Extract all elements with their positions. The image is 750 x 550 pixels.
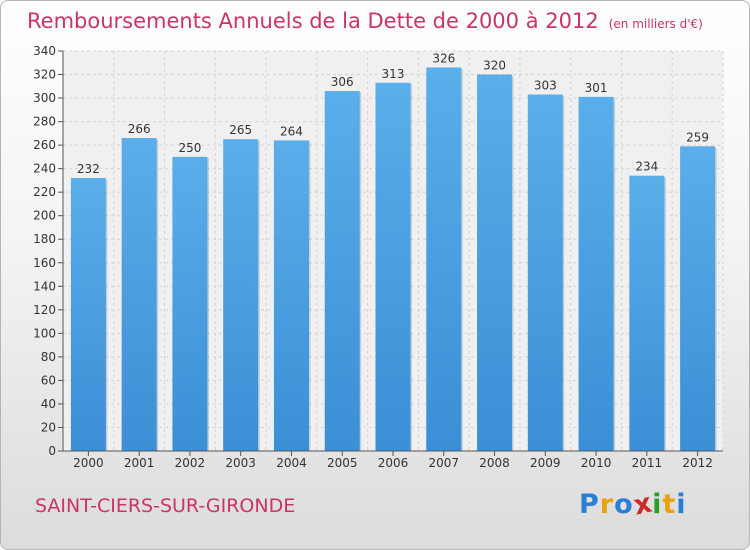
x-tick-label: 2011 [632,456,663,470]
bar-value-label: 320 [483,59,506,73]
bars: 232 266 250 265 264 306 313 326 320 303 301 234 259 [70,51,717,452]
y-tick-label: 240 [33,162,56,176]
bar-value-label: 306 [331,75,354,89]
bar [324,91,360,451]
logo-letter: o [614,489,634,520]
bar-value-label: 264 [280,124,303,138]
chart-title-text: Remboursements Annuels de la Dette de 20… [27,9,599,33]
y-tick-label: 200 [33,209,56,223]
y-tick-label: 320 [33,68,56,82]
y-tick-label: 300 [33,91,56,105]
x-tick-label: 2009 [530,456,561,470]
x-tick-label: 2008 [479,456,510,470]
bar-value-label: 234 [635,160,658,174]
x-tick-label: 2007 [428,456,459,470]
y-tick-label: 0 [48,444,56,458]
bar [70,178,106,451]
y-tick-label: 40 [41,397,56,411]
chart-title: Remboursements Annuels de la Dette de 20… [27,9,703,33]
bar-value-label: 250 [178,141,201,155]
logo-letter: P [579,489,600,520]
bar-value-label: 259 [686,130,709,144]
bar-value-label: 313 [382,67,405,81]
y-tick-label: 180 [33,232,56,246]
bar-value-label: 266 [128,122,151,136]
x-tick-label: 2003 [225,456,256,470]
x-tick-label: 2001 [124,456,155,470]
y-tick-label: 80 [41,350,56,364]
commune-name: SAINT-CIERS-SUR-GIRONDE [35,495,296,517]
logo-letter: i [652,489,663,520]
x-tick-label: 2010 [581,456,612,470]
bar-value-label: 232 [77,162,100,176]
bar-value-label: 303 [534,79,557,93]
bar [477,74,513,451]
y-tick-label: 260 [33,138,56,152]
bar-value-label: 326 [432,51,455,65]
x-tick-label: 2006 [378,456,409,470]
y-tick-label: 220 [33,185,56,199]
bar-value-label: 301 [585,81,608,95]
bar [629,175,665,452]
proxiti-logo: Proxiti [579,487,687,521]
axes: 0 20 40 60 80 100 120 140 160 180 200 220 240 260 280 3… [33,44,723,470]
bar [172,156,208,451]
y-tick-label: 120 [33,303,56,317]
x-tick-label: 2005 [327,456,358,470]
y-tick-label: 160 [33,256,56,270]
bar [578,96,614,451]
y-tick-label: 140 [33,279,56,293]
logo-letter: r [599,489,615,520]
y-tick-label: 20 [41,420,56,434]
y-tick-label: 280 [33,115,56,129]
logo-letter: t [662,489,677,520]
y-tick-label: 100 [33,326,56,340]
bar-value-label: 265 [229,123,252,137]
x-tick-label: 2012 [682,456,713,470]
x-tick-label: 2002 [175,456,206,470]
y-tick-label: 60 [41,373,56,387]
y-tick-label: 340 [33,44,56,58]
bar [375,82,411,451]
bar [121,138,157,451]
logo-letter: i [676,489,687,520]
x-tick-label: 2000 [73,456,104,470]
bar [426,67,462,452]
bar [527,94,563,451]
bar [223,139,259,451]
x-tick-label: 2004 [276,456,307,470]
bar [680,146,716,451]
bar [273,140,309,452]
unit-note: (en milliers d'€) [608,17,703,31]
